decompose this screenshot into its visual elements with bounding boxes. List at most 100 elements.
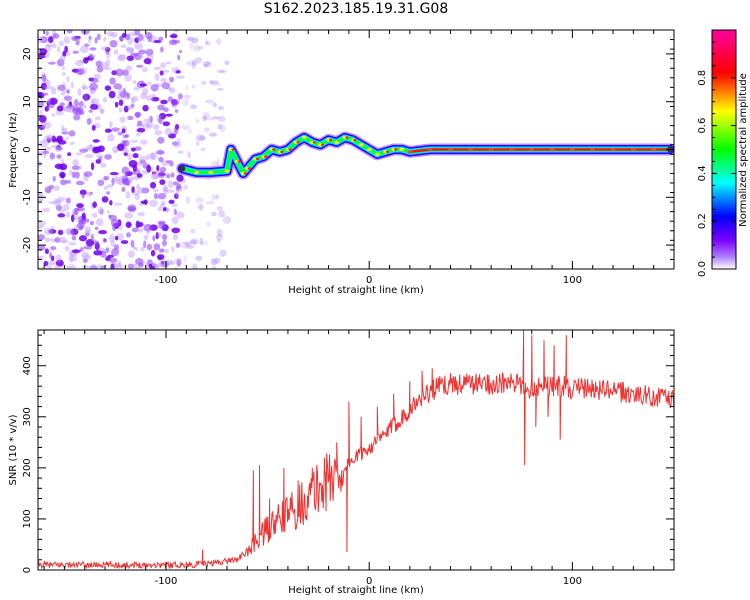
noise-speckle: [206, 200, 215, 205]
noise-speckle: [91, 124, 96, 131]
noise-speckle: [164, 249, 169, 254]
noise-speckle: [218, 115, 226, 122]
noise-speckle: [127, 104, 134, 110]
noise-speckle: [190, 228, 196, 234]
noise-speckle: [152, 124, 160, 131]
noise-speckle: [157, 232, 162, 237]
noise-speckle: [108, 90, 116, 99]
y-tick-label: 400: [22, 356, 33, 375]
noise-speckle: [50, 246, 57, 251]
noise-speckle: [169, 76, 175, 83]
noise-speckle: [59, 171, 66, 178]
ridge-peak: [468, 147, 474, 152]
y-tick-label: 300: [22, 407, 33, 426]
noise-speckle: [124, 96, 130, 101]
noise-speckle: [45, 44, 54, 48]
noise-speckle: [45, 30, 49, 36]
noise-speckle: [180, 240, 189, 249]
noise-speckle: [78, 101, 84, 107]
noise-speckle: [145, 121, 150, 128]
noise-speckle: [83, 94, 88, 102]
noise-speckle: [68, 264, 77, 269]
noise-speckle: [61, 72, 66, 76]
noise-speckle: [142, 104, 149, 112]
noise-speckle: [119, 90, 129, 98]
frequency-ridge: [176, 131, 674, 180]
noise-speckle: [85, 218, 90, 223]
noise-speckle: [106, 31, 114, 37]
noise-speckle: [175, 75, 185, 79]
noise-speckle: [159, 203, 166, 209]
noise-speckle: [169, 34, 178, 39]
noise-speckle: [119, 175, 125, 180]
noise-speckle: [83, 245, 93, 250]
noise-speckle: [162, 69, 170, 73]
noise-speckle: [45, 79, 51, 87]
noise-speckle: [117, 233, 124, 241]
noise-speckle: [104, 46, 111, 52]
noise-speckle: [100, 46, 110, 51]
noise-speckle: [46, 134, 53, 140]
noise-speckle: [54, 145, 63, 153]
x-tick-label: 0: [366, 275, 372, 286]
noise-speckle: [177, 54, 181, 61]
noise-speckle: [208, 132, 218, 137]
noise-speckle: [75, 40, 80, 46]
noise-speckle: [136, 173, 143, 178]
ridge-peak: [328, 138, 333, 142]
noise-speckle: [200, 80, 207, 86]
noise-speckle: [171, 246, 175, 253]
ridge-peak: [549, 147, 555, 152]
noise-speckle: [94, 226, 99, 231]
noise-speckle: [96, 33, 101, 41]
noise-speckle: [136, 127, 146, 133]
noise-speckle: [38, 220, 46, 227]
noise-speckle: [68, 254, 74, 263]
noise-speckle: [75, 152, 83, 156]
noise-speckle: [78, 235, 87, 242]
noise-speckle: [172, 181, 179, 186]
noise-speckle: [125, 134, 130, 138]
noise-speckle: [91, 97, 100, 105]
ridge-peak: [263, 155, 268, 158]
noise-speckle: [39, 196, 45, 202]
noise-speckle: [157, 254, 165, 260]
noise-speckle: [89, 47, 97, 51]
noise-speckle: [109, 214, 117, 221]
noise-speckle: [89, 220, 95, 226]
noise-speckle: [153, 66, 162, 71]
noise-speckle: [100, 62, 109, 69]
noise-speckle: [111, 127, 120, 132]
noise-speckle: [80, 85, 89, 90]
noise-speckle: [208, 117, 215, 121]
noise-speckle: [147, 124, 153, 129]
noise-speckle: [50, 225, 55, 230]
ridge-peak: [399, 147, 405, 152]
noise-speckle: [120, 44, 127, 49]
noise-speckle: [52, 43, 57, 49]
noise-speckle: [138, 155, 148, 161]
noise-speckle: [152, 188, 159, 193]
noise-speckle: [110, 240, 115, 247]
noise-speckle: [217, 124, 223, 130]
noise-speckle: [127, 153, 133, 161]
noise-speckle: [70, 214, 75, 223]
noise-speckle: [107, 133, 115, 142]
noise-speckle: [171, 227, 181, 234]
noise-speckle: [131, 97, 135, 105]
noise-speckle: [222, 216, 232, 224]
noise-speckle: [75, 180, 85, 186]
noise-speckle: [212, 116, 220, 120]
noise-speckle: [118, 36, 124, 42]
noise-speckle: [165, 113, 173, 117]
y-tick-label: 0: [22, 146, 33, 152]
noise-speckle: [121, 69, 129, 76]
noise-speckle: [49, 152, 56, 160]
noise-speckle: [92, 139, 100, 143]
ridge-peak: [320, 143, 325, 146]
noise-speckle: [63, 36, 71, 44]
ridge-peak: [508, 147, 514, 152]
noise-speckle: [45, 265, 53, 269]
noise-speckle: [77, 106, 84, 114]
